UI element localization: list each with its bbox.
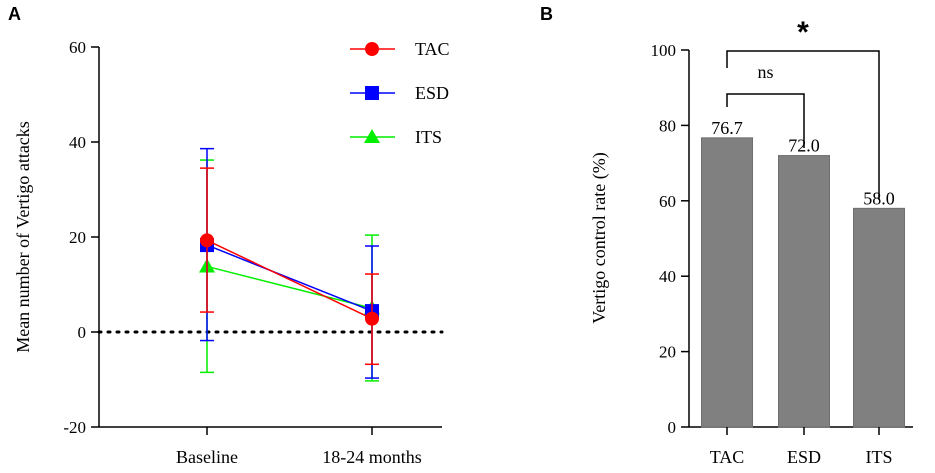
panel-b-y-tick-label: 40 xyxy=(659,267,676,286)
bracket-line xyxy=(726,50,880,200)
legend-item-tac: TAC xyxy=(350,39,450,59)
panel-b-y-tick-label: 100 xyxy=(651,41,677,60)
panel-b-x-tick-label: TAC xyxy=(710,447,745,467)
panel-b-y-tick-label: 20 xyxy=(659,343,676,362)
panel-a-y-tick-label: 40 xyxy=(69,133,86,152)
legend-item-esd: ESD xyxy=(350,83,449,103)
bracket-line xyxy=(726,93,805,148)
panel-a-y-tick-label: -20 xyxy=(63,418,86,437)
data-point xyxy=(365,311,379,326)
panel-b-x-tick-label: ITS xyxy=(866,447,893,467)
panel-b-letter: B xyxy=(540,4,553,24)
panel-b-y-axis-label: Vertigo control rate (%) xyxy=(589,152,610,323)
panel-a-y-axis-label: Mean number of Vertigo attacks xyxy=(13,121,33,353)
panel-a-x-tick-label: Baseline xyxy=(176,447,238,467)
significance-bracket-tac-esd: ns xyxy=(726,62,805,148)
series-line xyxy=(206,244,373,312)
panel-a-y-tick-label: 20 xyxy=(69,228,86,247)
series-line xyxy=(206,265,373,309)
panel-a-y-tick-label: 60 xyxy=(69,38,86,57)
panel-b-y-tick-label: 60 xyxy=(659,192,676,211)
panel-b-y-tick-label: 80 xyxy=(659,116,676,135)
series-tac xyxy=(200,167,379,366)
series-esd xyxy=(200,147,379,379)
panel-b-y-tick-label: 0 xyxy=(668,418,677,437)
bar-its xyxy=(853,207,905,428)
panel-b-x-tick-label: ESD xyxy=(787,447,821,467)
legend-marker xyxy=(364,129,380,143)
data-point xyxy=(200,233,214,248)
legend-marker xyxy=(365,42,379,56)
panel-a: A -20 0 20 40 60 Baseline 18-24 months TAC ESD… xyxy=(8,4,450,467)
legend-label: ESD xyxy=(415,83,449,103)
significance-bracket-tac-its: * xyxy=(726,16,880,200)
panel-a-x-tick-label: 18-24 months xyxy=(322,447,422,467)
series-its xyxy=(199,159,380,382)
legend-item-its: ITS xyxy=(350,127,442,147)
series-line xyxy=(206,239,373,320)
bar-value-label: 76.7 xyxy=(711,118,743,138)
panel-a-letter: A xyxy=(8,4,21,24)
panel-a-y-tick-label: 0 xyxy=(78,323,87,342)
bar-tac xyxy=(701,137,753,428)
bar-esd xyxy=(778,155,830,428)
significance-label-star: * xyxy=(797,16,809,49)
significance-label-ns: ns xyxy=(757,62,773,82)
legend-label: ITS xyxy=(415,127,442,147)
legend-marker xyxy=(365,86,379,100)
legend-label: TAC xyxy=(415,39,450,59)
